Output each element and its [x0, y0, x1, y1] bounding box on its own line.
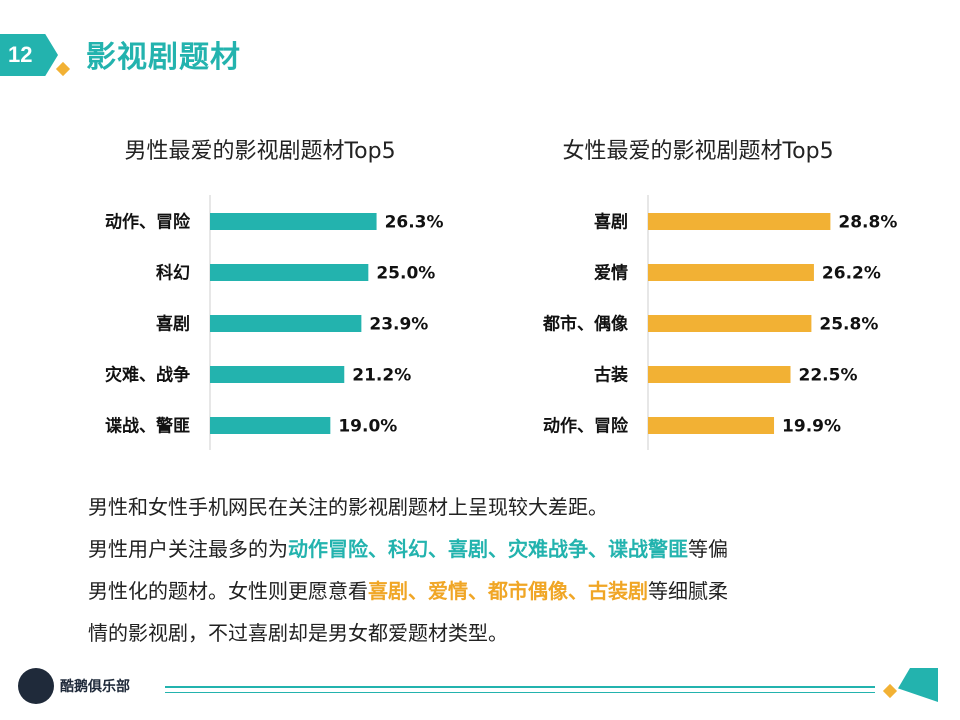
female-bar	[648, 417, 775, 434]
male-genre-chart: 动作、冒险 26.3% 科幻 25.0% 喜剧 23.9% 灾难、战争 21.2% 谍战、警匪 1…	[40, 125, 480, 455]
female-chart-title: 女性最爱的影视剧题材Top5	[562, 139, 834, 164]
male-chart-title: 男性最爱的影视剧题材Top5	[124, 139, 396, 164]
summary-line-1-text: 男性和女性手机网民在关注的影视剧题材上呈现较大差距。	[88, 495, 608, 519]
male-value-label: 19.0%	[338, 417, 397, 437]
female-genre-chart: 喜剧 28.8% 爱情 26.2% 都市、偶像 25.8% 古装 22.5% 动作、冒险 19.9…	[478, 125, 918, 455]
summary-line-2-post: 等偏	[688, 537, 728, 561]
summary-text: 男性和女性手机网民在关注的影视剧题材上呈现较大差距。 男性用户关注最多的为动作冒…	[88, 486, 888, 654]
female-genre-chart-svg: 喜剧 28.8% 爱情 26.2% 都市、偶像 25.8% 古装 22.5% 动作、冒险 19.9…	[542, 195, 897, 450]
summary-line-2: 男性用户关注最多的为动作冒险、科幻、喜剧、灾难战争、谍战警匪等偏	[88, 528, 888, 570]
male-bar	[210, 366, 345, 383]
page-number: 12	[8, 42, 33, 67]
male-genres-highlight: 动作冒险、科幻、喜剧、灾难战争、谍战警匪	[288, 537, 688, 561]
corner-triangle-icon	[898, 668, 938, 702]
female-category-label: 喜剧	[594, 213, 628, 233]
summary-line-2-pre: 男性用户关注最多的为	[88, 537, 288, 561]
female-category-label: 古装	[594, 365, 628, 386]
female-bar	[648, 264, 814, 281]
male-category-label: 灾难、战争	[105, 365, 190, 386]
page-number-badge: 12	[0, 34, 58, 76]
female-value-label: 28.8%	[838, 213, 897, 233]
summary-line-4: 情的影视剧，不过喜剧却是男女都爱题材类型。	[88, 612, 888, 654]
male-genre-chart-svg: 动作、冒险 26.3% 科幻 25.0% 喜剧 23.9% 灾难、战争 21.2% 谍战、警匪 1…	[105, 195, 444, 450]
penguin-logo-icon	[18, 668, 54, 704]
badge-accent-diamond	[55, 61, 71, 77]
male-value-label: 26.3%	[385, 213, 444, 233]
male-category-label: 动作、冒险	[105, 212, 191, 233]
corner-diamond-icon	[882, 683, 898, 699]
female-bar	[648, 213, 831, 230]
female-value-label: 26.2%	[822, 264, 881, 284]
female-bar	[648, 366, 791, 383]
male-value-label: 21.2%	[352, 366, 411, 386]
male-value-label: 25.0%	[376, 264, 435, 284]
male-category-label: 喜剧	[156, 315, 190, 335]
female-value-label: 19.9%	[782, 417, 841, 437]
footer-divider-thin	[165, 692, 875, 693]
male-bar	[210, 315, 362, 332]
male-bar	[210, 264, 369, 281]
male-bar	[210, 213, 377, 230]
female-category-label: 爱情	[594, 263, 628, 284]
summary-line-3-post: 等细腻柔	[648, 579, 728, 603]
female-value-label: 22.5%	[799, 366, 858, 386]
female-category-label: 动作、冒险	[543, 416, 629, 437]
female-bar	[648, 315, 812, 332]
female-category-label: 都市、偶像	[542, 314, 629, 335]
summary-line-1: 男性和女性手机网民在关注的影视剧题材上呈现较大差距。	[88, 486, 888, 528]
male-value-label: 23.9%	[369, 315, 428, 335]
page-title: 影视剧题材	[86, 40, 241, 75]
footer-brand: 酷鹅俱乐部	[60, 679, 130, 695]
footer-divider	[165, 686, 875, 688]
summary-line-3-pre: 男性化的题材。女性则更愿意看	[88, 579, 368, 603]
female-genres-highlight: 喜剧、爱情、都市偶像、古装剧	[368, 579, 648, 603]
male-category-label: 科幻	[156, 263, 190, 284]
female-value-label: 25.8%	[819, 315, 878, 335]
male-bar	[210, 417, 331, 434]
male-category-label: 谍战、警匪	[105, 416, 190, 437]
summary-line-4-text: 情的影视剧，不过喜剧却是男女都爱题材类型。	[88, 621, 508, 645]
summary-line-3: 男性化的题材。女性则更愿意看喜剧、爱情、都市偶像、古装剧等细腻柔	[88, 570, 888, 612]
